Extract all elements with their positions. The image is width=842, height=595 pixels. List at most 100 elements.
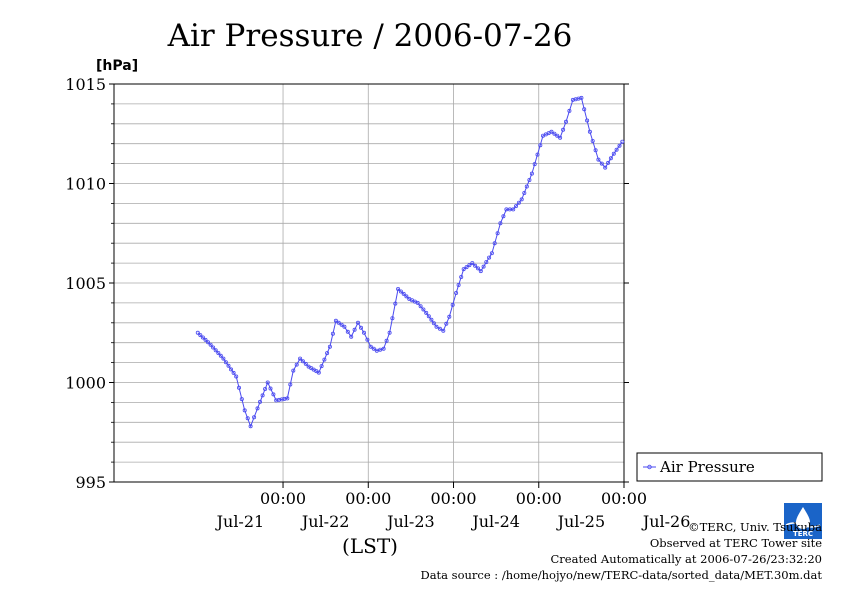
data-point: [398, 289, 403, 294]
data-point: [387, 330, 392, 335]
data-point: [441, 328, 446, 333]
x-tick-time-label: 00:00: [516, 489, 562, 508]
data-point: [226, 363, 231, 368]
data-point: [327, 344, 332, 349]
data-point: [549, 129, 554, 134]
data-point: [456, 282, 461, 287]
legend-marker: [647, 464, 652, 470]
data-point: [358, 325, 363, 330]
data-point: [470, 261, 475, 266]
data-point: [285, 396, 290, 401]
data-point: [492, 241, 497, 246]
data-point: [325, 351, 330, 356]
data-point: [300, 359, 305, 364]
data-point: [203, 337, 208, 342]
data-point: [617, 143, 622, 148]
data-point: [248, 424, 253, 429]
data-point: [489, 251, 494, 256]
data-point: [464, 265, 469, 270]
legend: Air Pressure: [636, 452, 823, 482]
footer-info: ©TERC, Univ. Tsukuba Observed at TERC To…: [420, 519, 822, 583]
data-point: [374, 348, 379, 353]
data-point: [216, 350, 221, 355]
terc-logo: TERC: [784, 503, 822, 539]
x-tick-date-label: Jul-23: [385, 512, 435, 531]
y-tick-label: 1005: [65, 274, 106, 293]
data-point: [316, 370, 321, 375]
data-point: [371, 346, 376, 351]
data-point: [268, 386, 273, 391]
logo-text: TERC: [793, 530, 813, 538]
x-axis: 00:00 00:00 00:00 00:00 00:00 Jul-21 Jul-22 Jul…: [215, 482, 690, 531]
data-point: [535, 152, 540, 157]
data-point: [333, 318, 338, 323]
data-point: [481, 264, 486, 269]
data-point: [368, 344, 373, 349]
data-point: [450, 302, 455, 307]
data-point: [218, 353, 223, 358]
data-point: [454, 290, 459, 295]
data-point: [418, 304, 423, 309]
data-point: [245, 416, 250, 421]
data-point: [322, 357, 327, 362]
data-point: [208, 342, 213, 347]
data-point: [198, 333, 203, 338]
y-tick-label: 995: [75, 473, 106, 492]
data-point: [538, 143, 543, 148]
footer-observed: Observed at TERC Tower site: [649, 536, 822, 550]
data-point: [603, 165, 608, 170]
data-point: [223, 360, 228, 365]
data-point: [303, 361, 308, 366]
data-point: [404, 294, 409, 299]
x-tick-time-label: 00:00: [260, 489, 306, 508]
data-point: [590, 138, 595, 143]
data-point: [257, 399, 262, 404]
data-point: [345, 329, 350, 334]
footer-created: Created Automatically at 2006-07-26/23:3…: [550, 552, 823, 566]
series-line: [197, 97, 623, 428]
data-point: [319, 364, 324, 369]
data-point: [475, 266, 480, 271]
data-point: [231, 370, 236, 375]
data-point: [390, 316, 395, 321]
data-point: [228, 367, 233, 372]
data-point: [620, 139, 625, 144]
data-point: [561, 127, 566, 132]
data-point: [211, 345, 216, 350]
data-point: [564, 119, 569, 124]
data-point: [421, 307, 426, 312]
data-point: [611, 151, 616, 156]
x-tick-date-label: Jul-25: [556, 512, 606, 531]
data-point: [495, 231, 500, 236]
data-point: [279, 397, 284, 402]
y-unit-label: [hPa]: [96, 58, 138, 74]
footer-source: Data source : /home/hojyo/new/TERC-data/…: [420, 568, 822, 582]
data-point: [236, 385, 241, 390]
data-point: [529, 171, 534, 176]
data-point: [587, 129, 592, 134]
data-point: [519, 197, 524, 202]
footer-copyright: ©TERC, Univ. Tsukuba: [688, 520, 822, 534]
grid-lines: [114, 84, 625, 482]
data-point: [213, 348, 218, 353]
y-tick-label: 1015: [65, 75, 106, 94]
chart-title: Air Pressure / 2006-07-26: [167, 18, 573, 54]
data-point: [593, 148, 598, 153]
y-axis: 1015 1010 1005 1000 995: [65, 75, 629, 492]
data-point: [221, 356, 226, 361]
data-point: [567, 108, 572, 113]
x-tick-time-label: 00:00: [345, 489, 391, 508]
data-point: [514, 204, 519, 209]
data-point: [558, 135, 563, 140]
data-point: [401, 291, 406, 296]
data-point: [381, 346, 386, 351]
data-point: [252, 415, 257, 420]
data-point: [330, 331, 335, 336]
data-point: [522, 190, 527, 195]
data-point: [608, 156, 613, 161]
data-point: [361, 330, 366, 335]
data-point: [487, 255, 492, 260]
x-tick-time-label: 00:00: [430, 489, 476, 508]
data-point: [444, 321, 449, 326]
data-point: [384, 338, 389, 343]
